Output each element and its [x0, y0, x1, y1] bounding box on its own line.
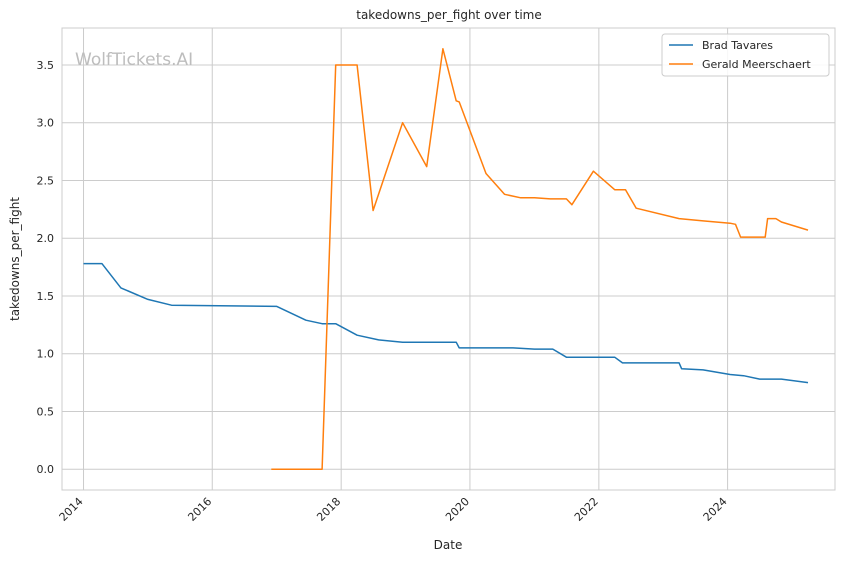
grid — [62, 28, 835, 490]
series-lines — [83, 48, 809, 470]
chart-title: takedowns_per_fight over time — [356, 8, 542, 22]
legend: Brad Tavares Gerald Meerschaert — [661, 33, 830, 77]
legend-box — [661, 33, 830, 77]
y-tick-label: 3.5 — [37, 59, 55, 72]
y-tick-label: 3.0 — [37, 117, 55, 130]
y-tick-label: 1.0 — [37, 348, 55, 361]
y-tick-label: 0.0 — [37, 463, 55, 476]
y-tick-label: 2.0 — [37, 232, 55, 245]
legend-label-brad-tavares: Brad Tavares — [702, 39, 773, 52]
plot-frame — [61, 27, 836, 491]
series-line-gerald-meerschaert — [271, 48, 809, 470]
y-tick-label: 1.5 — [37, 290, 55, 303]
x-axis-label: Date — [434, 538, 463, 552]
y-tick-label: 0.5 — [37, 405, 55, 418]
y-axis-label: takedowns_per_fight — [8, 197, 22, 321]
y-tick-label: 2.5 — [37, 174, 55, 187]
series-line-brad-tavares — [83, 262, 809, 384]
watermark-text: WolfTickets.AI — [75, 50, 193, 70]
legend-label-gerald-meerschaert: Gerald Meerschaert — [702, 58, 811, 71]
